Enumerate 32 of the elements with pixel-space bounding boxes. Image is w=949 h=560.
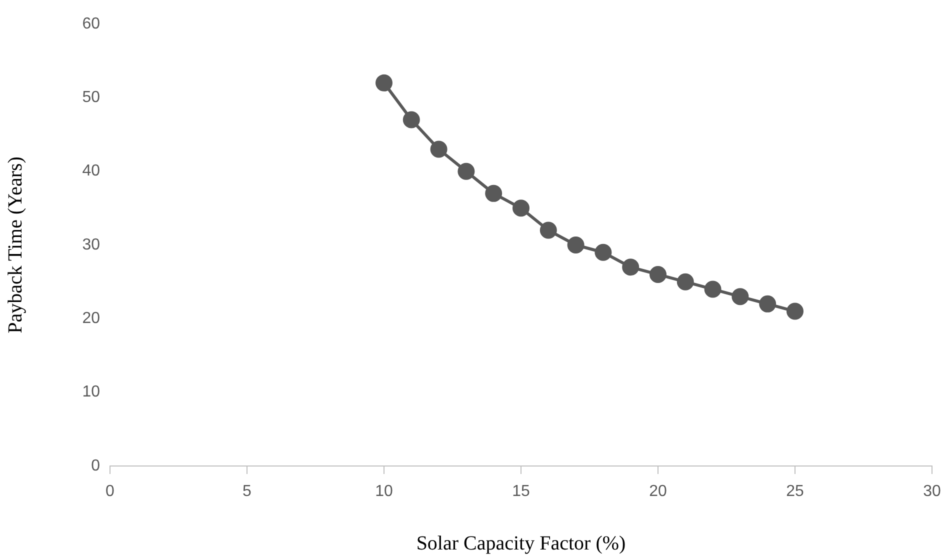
point bbox=[430, 140, 448, 158]
point bbox=[786, 302, 804, 320]
x-axis-title: Solar Capacity Factor (%) bbox=[416, 532, 626, 554]
point bbox=[376, 74, 392, 92]
y-tick-label: 60 bbox=[82, 15, 100, 32]
point bbox=[622, 258, 640, 276]
point bbox=[594, 244, 612, 261]
y-axis-title: Payback Time (Years) bbox=[4, 156, 26, 334]
x-tick-label: 0 bbox=[106, 483, 115, 500]
x-tick-label: 10 bbox=[375, 483, 393, 500]
x-tick-label: 15 bbox=[512, 483, 530, 500]
point bbox=[676, 273, 694, 290]
point bbox=[458, 162, 475, 180]
point bbox=[650, 266, 666, 283]
y-tick-label: 40 bbox=[82, 162, 100, 180]
point bbox=[402, 111, 420, 128]
y-tick-label: 0 bbox=[91, 457, 100, 474]
y-tick-label: 50 bbox=[82, 89, 100, 106]
point bbox=[485, 184, 502, 202]
y-tick-label: 20 bbox=[82, 310, 100, 328]
x-tick-label: 30 bbox=[923, 483, 941, 500]
point bbox=[704, 280, 722, 298]
y-tick-label: 30 bbox=[82, 236, 100, 254]
x-tick-label: 20 bbox=[649, 483, 667, 500]
y-tick-label: 10 bbox=[82, 384, 100, 401]
point bbox=[732, 288, 749, 306]
point bbox=[512, 200, 530, 217]
x-tick-label: 25 bbox=[786, 483, 804, 500]
point bbox=[567, 236, 584, 254]
point bbox=[540, 222, 557, 239]
x-tick-label: 5 bbox=[242, 483, 252, 500]
point bbox=[759, 295, 776, 312]
